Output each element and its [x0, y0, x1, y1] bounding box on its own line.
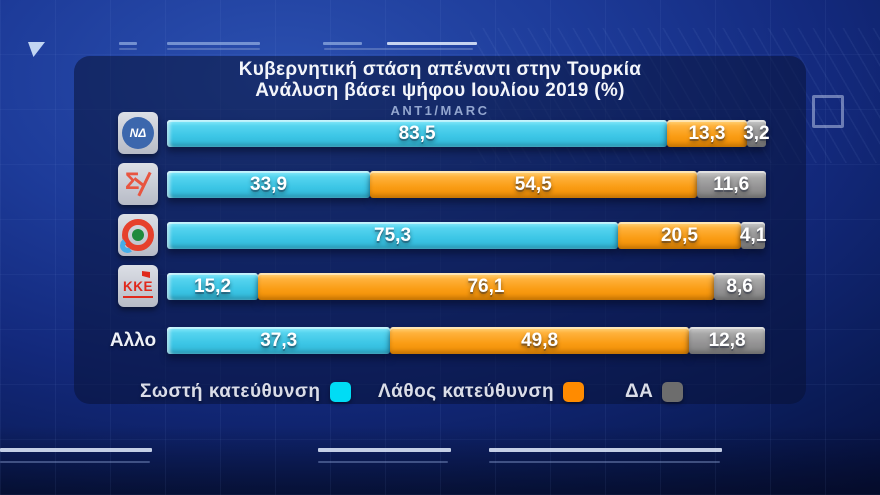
- segment-right-direction: 33,9: [167, 171, 371, 198]
- segment-dk: 4,1: [739, 222, 767, 249]
- kinal-ring: [122, 219, 154, 251]
- line-decoration: [318, 448, 451, 452]
- bar-value-label: 11,6: [713, 173, 750, 195]
- square-outline-decoration: [812, 95, 844, 128]
- kke-logo-text: ΚΚΕ: [122, 280, 153, 298]
- chart-subtitle: Ανάλυση βάσει ψήφου Ιουλίου 2019 (%): [255, 80, 625, 101]
- line-decoration: [167, 48, 260, 50]
- segment-right-direction: 83,5: [167, 120, 668, 147]
- bar-value-label: 8,6: [726, 275, 753, 297]
- chart-title: Κυβερνητική στάση απέναντι στην Τουρκία: [238, 59, 642, 80]
- segment-dk: 12,8: [688, 327, 766, 354]
- legend-item: Λάθος κατεύθυνση: [378, 381, 585, 403]
- legend-label: Λάθος κατεύθυνση: [378, 381, 555, 402]
- line-decoration: [167, 42, 260, 45]
- segment-right-direction: 75,3: [167, 222, 619, 249]
- legend-swatch: [563, 382, 585, 402]
- line-decoration: [489, 448, 722, 452]
- bar-value-label: 76,1: [467, 275, 505, 297]
- legend-swatch: [329, 382, 351, 402]
- bar-value-label: 75,3: [374, 224, 412, 246]
- legend-item: ΔΑ: [625, 381, 684, 403]
- kke-logo: ΚΚΕ: [118, 265, 158, 307]
- chart-row: ΚΚΕ 15,2 76,1 8,6: [0, 265, 880, 307]
- kinal-center-dot: [132, 229, 144, 241]
- bar-value-label: 12,8: [708, 329, 746, 351]
- stacked-bar: 37,3 49,8 12,8: [167, 327, 766, 354]
- line-decoration: [318, 461, 448, 463]
- segment-dk: 11,6: [696, 171, 766, 198]
- legend-swatch: [662, 382, 684, 402]
- line-decoration: [119, 42, 137, 45]
- segment-wrong-direction: 76,1: [258, 273, 714, 300]
- bar-value-label: 54,5: [514, 173, 552, 195]
- nd-logo-text: ΝΔ: [122, 117, 154, 149]
- segment-wrong-direction: 13,3: [667, 120, 747, 147]
- bar-value-label: 13,3: [688, 122, 726, 144]
- bar-value-label: 37,3: [260, 329, 298, 351]
- bar-value-label: 33,9: [250, 173, 288, 195]
- segment-right-direction: 15,2: [167, 273, 259, 300]
- segment-wrong-direction: 49,8: [390, 327, 689, 354]
- segment-wrong-direction: 20,5: [618, 222, 741, 249]
- legend-label: ΔΑ: [625, 381, 654, 402]
- bar-value-label: 4,1: [739, 224, 767, 246]
- stacked-bar: 15,2 76,1 8,6: [167, 273, 766, 300]
- bar-value-label: 83,5: [398, 122, 436, 144]
- line-decoration: [0, 448, 152, 452]
- legend-item: Σωστή κατεύθυνση: [140, 381, 351, 403]
- kinal-logo: [118, 214, 158, 256]
- syriza-logo: Σ: [118, 163, 158, 205]
- row-label-other: Αλλο: [109, 330, 157, 351]
- syriza-logo-text: Σ: [125, 168, 140, 195]
- chart-row: Αλλο 37,3 49,8 12,8: [0, 327, 880, 354]
- line-decoration: [324, 48, 473, 50]
- legend-label: Σωστή κατεύθυνση: [140, 381, 321, 402]
- line-decoration: [323, 42, 362, 45]
- stacked-bar: 33,9 54,5 11,6: [167, 171, 766, 198]
- bar-value-label: 3,2: [743, 122, 770, 144]
- chart-row: Σ 33,9 54,5 11,6: [0, 163, 880, 205]
- source-label: ANT1/MARC: [390, 103, 490, 118]
- chart-row: ΝΔ 83,5 13,3 3,2: [0, 112, 880, 154]
- line-decoration: [119, 48, 137, 50]
- chart-row: 75,3 20,5 4,1: [0, 214, 880, 256]
- line-decoration: [387, 42, 477, 45]
- nd-logo: ΝΔ: [118, 112, 158, 154]
- segment-wrong-direction: 54,5: [370, 171, 697, 198]
- bar-value-label: 49,8: [521, 329, 559, 351]
- line-decoration: [489, 461, 720, 463]
- segment-dk: 3,2: [743, 120, 770, 147]
- stacked-bar: 75,3 20,5 4,1: [167, 222, 767, 249]
- segment-right-direction: 37,3: [167, 327, 391, 354]
- line-decoration: [0, 461, 150, 463]
- kke-flag-icon: [142, 271, 150, 278]
- kinal-logo-mark: [118, 219, 154, 255]
- segment-dk: 8,6: [713, 273, 766, 300]
- stacked-bar: 83,5 13,3 3,2: [167, 120, 770, 147]
- bar-value-label: 20,5: [660, 224, 698, 246]
- bar-value-label: 15,2: [194, 275, 232, 297]
